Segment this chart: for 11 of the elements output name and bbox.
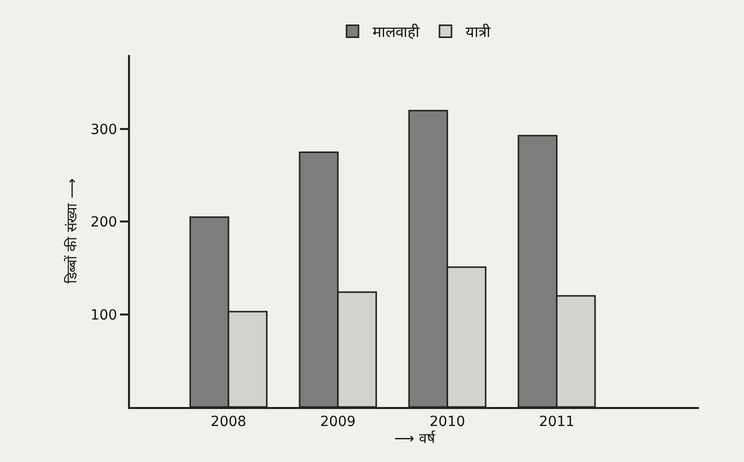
y-tick-label: 100 xyxy=(90,307,118,324)
legend-label: मालवाही xyxy=(372,23,420,42)
y-tick-label: 200 xyxy=(90,214,118,231)
x-tick-label: 2009 xyxy=(320,414,356,430)
y-axis-title: डिब्बों की संख्या ⟶ xyxy=(64,178,81,284)
x-tick-label: 2011 xyxy=(538,414,575,430)
x-tick-label: 2008 xyxy=(210,414,246,430)
x-axis-title: ⟶ वर्ष xyxy=(394,430,436,447)
y-tick-label: 300 xyxy=(90,122,118,138)
legend-label: यात्री xyxy=(466,23,492,42)
x-tick-label: 2010 xyxy=(430,414,466,430)
